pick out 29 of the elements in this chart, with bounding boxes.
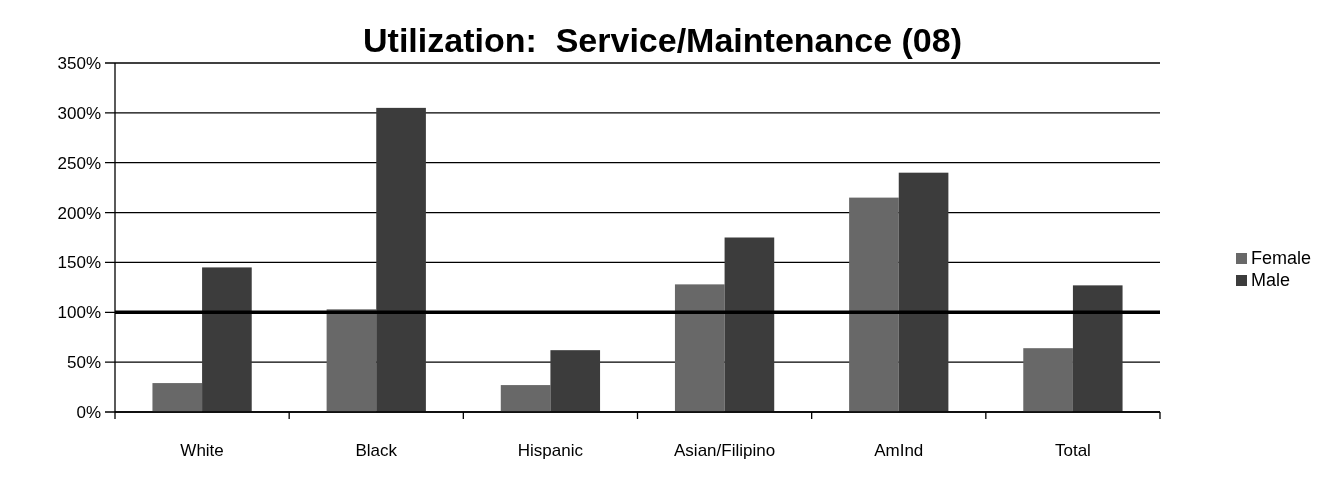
bar (724, 237, 775, 412)
bar (550, 350, 601, 412)
y-tick-label: 200% (57, 203, 101, 223)
legend-label: Female (1251, 248, 1312, 268)
bar (1023, 348, 1073, 412)
y-tick-label: 50% (66, 353, 101, 373)
bar (202, 267, 252, 412)
x-tick-label: AmInd (874, 441, 924, 460)
x-tick-label: Black (355, 441, 398, 460)
bar (152, 383, 203, 412)
bar (500, 385, 551, 412)
bar (326, 309, 377, 412)
x-tick-label: Total (1054, 441, 1091, 460)
bar (376, 107, 426, 412)
x-tick-label: Asian/Filipino (674, 441, 776, 460)
y-tick-label: 300% (57, 103, 101, 123)
chart-title: Utilization: Service/Maintenance (08) (363, 21, 962, 59)
x-tick-label: White (180, 441, 224, 460)
bar (898, 172, 949, 412)
bar (674, 284, 725, 412)
y-tick-label: 250% (57, 153, 101, 173)
y-tick-label: 150% (57, 253, 101, 273)
y-tick-label: 350% (57, 54, 101, 73)
legend-label: Male (1251, 270, 1291, 290)
x-tick-label: Hispanic (517, 441, 584, 460)
bar (849, 197, 899, 412)
y-tick-label: 0% (76, 403, 101, 422)
y-tick-label: 100% (57, 303, 101, 323)
bar (1072, 285, 1123, 412)
